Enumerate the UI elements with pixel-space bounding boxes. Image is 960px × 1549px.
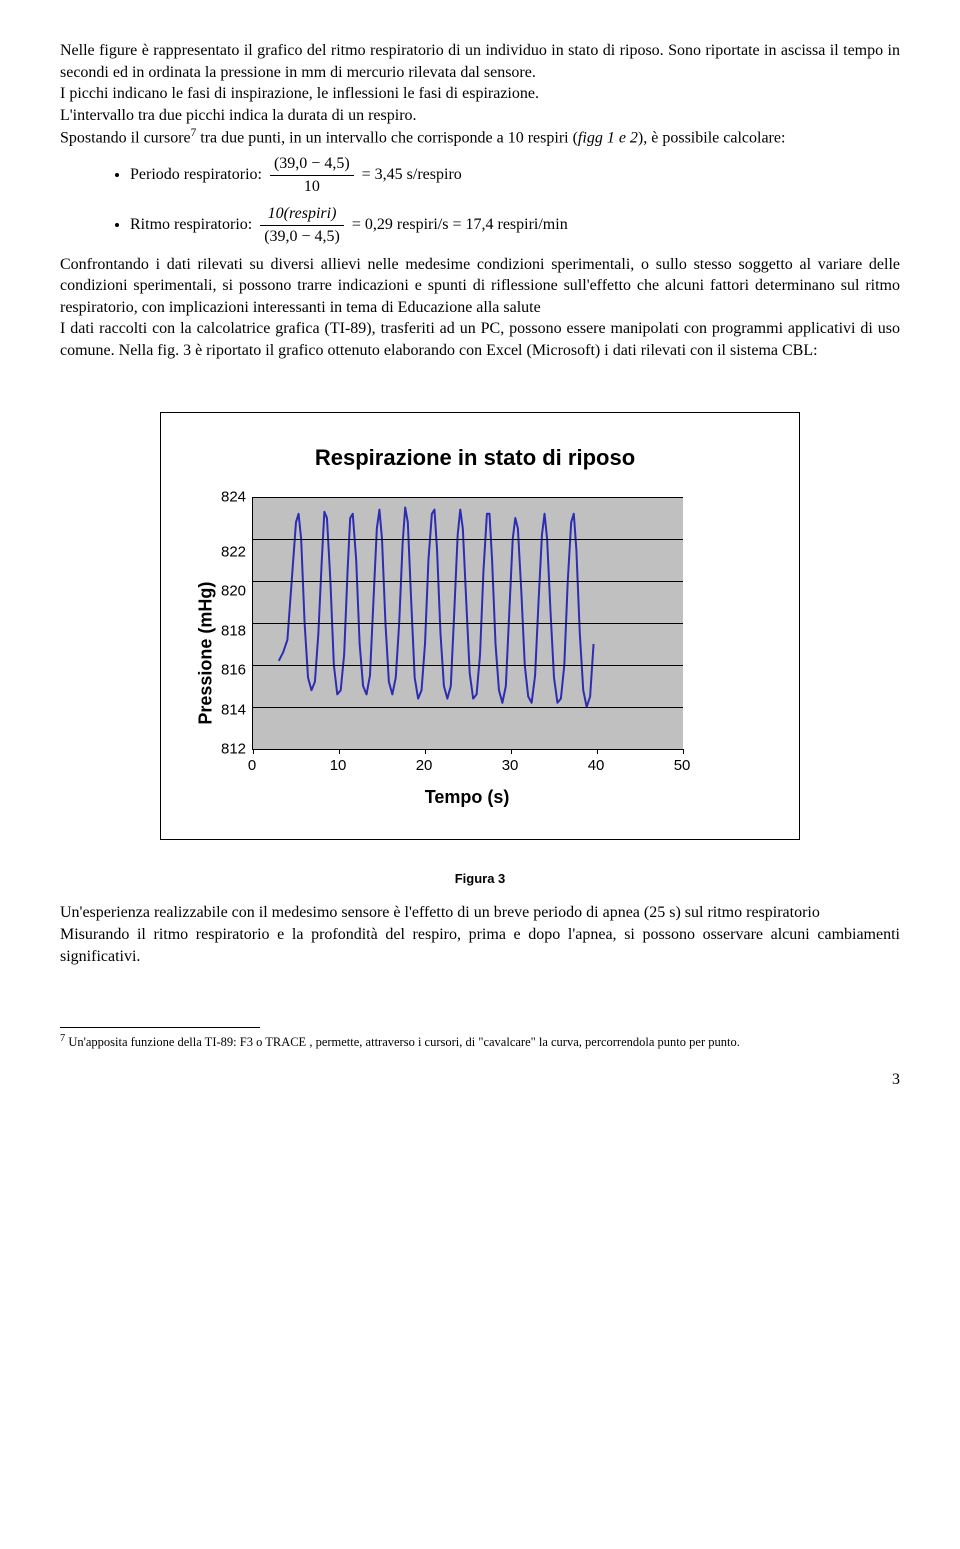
chart-xticks: 01020304050 (252, 756, 682, 776)
paragraph-2: I picchi indicano le fasi di inspirazion… (60, 83, 900, 105)
p4b: tra due punti, in un intervallo che corr… (196, 130, 578, 147)
p4c: ), è possibile calcolare: (638, 130, 786, 147)
b2-num: 10(respiri) (260, 203, 344, 226)
b2-label: Ritmo respiratorio: (130, 216, 256, 233)
footnote-7: 7 Un'apposita funzione della TI-89: F3 o… (60, 1032, 900, 1051)
paragraph-1: Nelle figure è rappresentato il grafico … (60, 40, 900, 83)
paragraph-8: Misurando il ritmo respiratorio e la pro… (60, 924, 900, 967)
chart-plot-area (252, 497, 683, 750)
chart-container: Respirazione in stato di riposo Pression… (160, 412, 800, 840)
b2-fraction: 10(respiri) (39,0 − 4,5) (260, 203, 344, 247)
paragraph-4: Spostando il cursore7 tra due punti, in … (60, 126, 900, 149)
chart-title: Respirazione in stato di riposo (191, 443, 759, 473)
b1-label: Periodo respiratorio: (130, 166, 266, 183)
p4a: Spostando il cursore (60, 130, 191, 147)
paragraph-3: L'intervallo tra due picchi indica la du… (60, 105, 900, 127)
b1-tail: = 3,45 s/respiro (362, 166, 462, 183)
figure-caption: Figura 3 (60, 870, 900, 888)
paragraph-5: Confrontando i dati rilevati su diversi … (60, 254, 900, 319)
bullet-list: Periodo respiratorio: (39,0 − 4,5) 10 = … (90, 153, 900, 247)
chart-yticks: 824822820818816814812 (221, 497, 252, 749)
b2-tail: = 0,29 respiri/s = 17,4 respiri/min (352, 216, 568, 233)
chart-ylabel: Pressione (mHg) (194, 582, 218, 725)
b1-fraction: (39,0 − 4,5) 10 (270, 153, 354, 197)
footnote-separator (60, 1027, 260, 1028)
b1-den: 10 (270, 176, 354, 198)
b2-den: (39,0 − 4,5) (260, 226, 344, 248)
paragraph-6: I dati raccolti con la calcolatrice graf… (60, 318, 900, 361)
bullet-periodo: Periodo respiratorio: (39,0 − 4,5) 10 = … (130, 153, 900, 197)
chart-xlabel: Tempo (s) (252, 785, 682, 809)
paragraph-7: Un'esperienza realizzabile con il medesi… (60, 902, 900, 924)
bullet-ritmo: Ritmo respiratorio: 10(respiri) (39,0 − … (130, 203, 900, 247)
footnote-text: Un'apposita funzione della TI-89: F3 o T… (65, 1035, 740, 1049)
page-number: 3 (60, 1069, 900, 1091)
b1-num: (39,0 − 4,5) (270, 153, 354, 176)
p4-figg: figg 1 e 2 (578, 130, 638, 147)
